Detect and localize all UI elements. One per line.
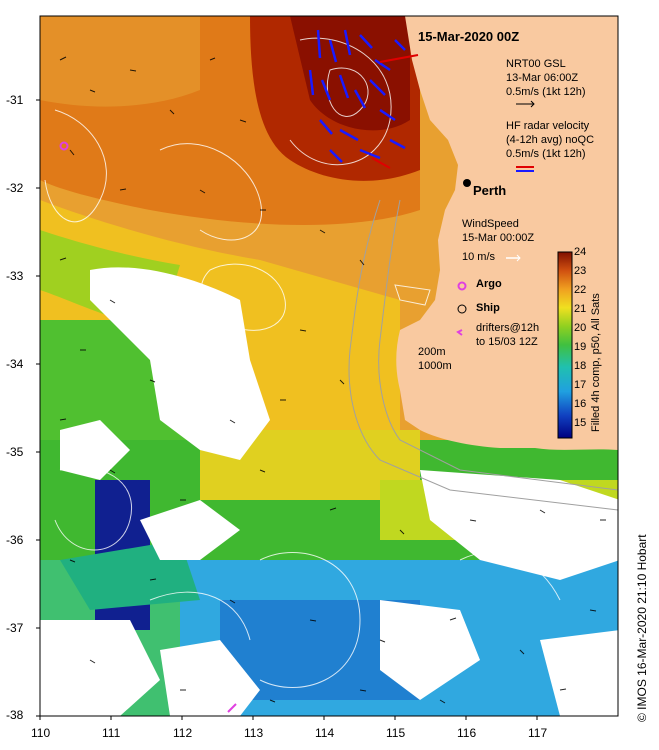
ship-legend-label: Ship [476,302,500,314]
wind-legend-line3: 10 m/s [462,251,496,263]
wind-legend-line1: WindSpeed [462,218,519,230]
y-tick-label: -35 [6,445,24,459]
y-tick-label: -36 [6,533,24,547]
y-tick-label: -31 [6,93,24,107]
hf-legend-line3: 0.5m/s (1kt 12h) [506,148,586,160]
x-tick-label: 111 [102,726,121,740]
drifters-legend-line2: to 15/03 12Z [476,336,538,348]
colorbar-title: Filled 4h comp, p50, All Sats [590,293,602,432]
nrt-legend-line2: 13-Mar 06:00Z [506,72,579,84]
colorbar-tick: 20 [574,322,587,334]
x-tick-label: 110 [31,726,51,740]
argo-legend-label: Argo [476,278,502,290]
colorbar-tick: 16 [574,398,587,410]
argo-float-marker [59,141,69,151]
hf-legend-line1: HF radar velocity [506,120,590,132]
colorbar-tick: 17 [574,379,587,391]
wind-legend-line2: 15-Mar 00:00Z [462,232,535,244]
x-tick-label: 114 [315,726,335,740]
isobath-label-200m: 200m [418,346,446,358]
ship-legend-icon [457,304,467,314]
colorbar-tick: 15 [574,417,587,429]
perth-marker [463,179,471,187]
colorbar-tick: 24 [574,246,587,258]
colorbar-tick: 23 [574,265,587,277]
x-tick-label: 113 [244,726,264,740]
city-label-perth: Perth [473,183,507,198]
y-tick-label: -32 [6,181,24,195]
timestamp-title: 15-Mar-2020 00Z [418,29,520,44]
credit-text: © IMOS 16-Mar-2020 21:10 Hobart [635,534,649,722]
x-tick-label: 117 [528,726,548,740]
drifters-legend-line1: drifters@12h [476,322,540,334]
y-tick-label: -37 [6,621,24,635]
y-tick-label: -34 [6,357,24,371]
colorbar-tick: 21 [574,303,587,315]
colorbar-tick: 19 [574,341,587,353]
x-tick-label: 112 [173,726,193,740]
nrt-legend-line1: NRT00 GSL [506,58,566,70]
colorbar-tick: 22 [574,284,587,296]
argo-legend-icon [457,281,467,291]
isobath-label-1000m: 1000m [418,360,452,372]
nrt-legend-line3: 0.5m/s (1kt 12h) [506,86,586,98]
colorbar-tick: 18 [574,360,587,372]
x-tick-label: 116 [457,726,477,740]
hf-legend-line2: (4-12h avg) noQC [506,134,595,146]
y-tick-label: -33 [6,269,24,283]
y-tick-label: -38 [6,708,24,722]
x-tick-label: 115 [386,726,406,740]
colorbar [557,251,573,439]
